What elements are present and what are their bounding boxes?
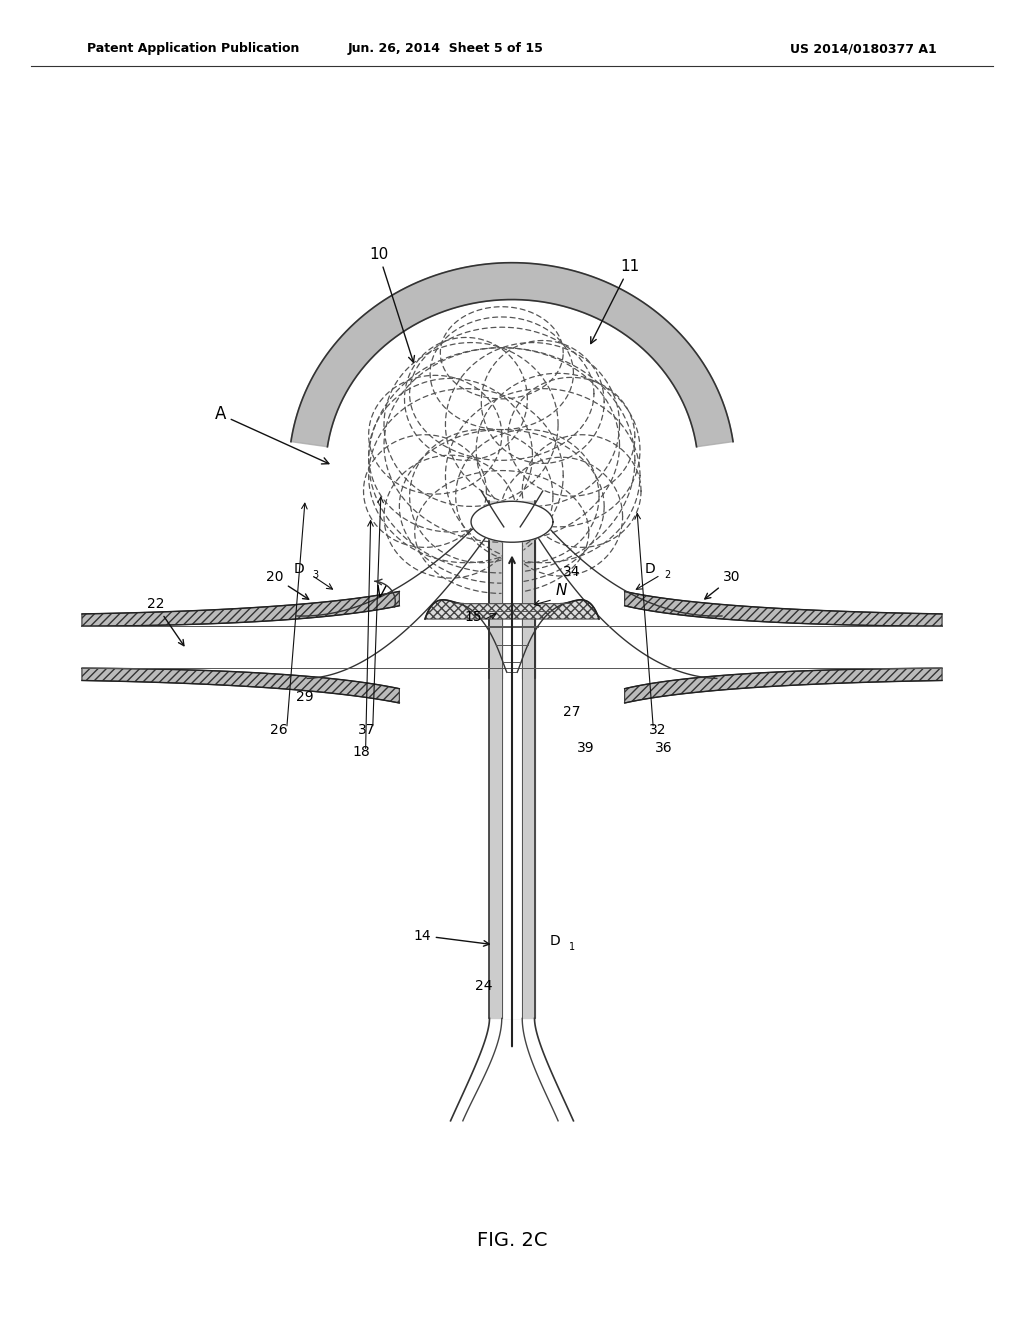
Text: 22: 22 xyxy=(146,597,184,645)
Polygon shape xyxy=(625,606,942,689)
Text: 18: 18 xyxy=(352,746,371,759)
Text: D: D xyxy=(294,562,304,576)
Text: 1: 1 xyxy=(569,941,575,952)
Text: 36: 36 xyxy=(654,741,673,755)
Text: A: A xyxy=(214,405,329,463)
Text: 29: 29 xyxy=(296,690,314,704)
Polygon shape xyxy=(502,543,522,1019)
Text: N: N xyxy=(555,583,567,598)
Text: Patent Application Publication: Patent Application Publication xyxy=(87,42,299,55)
Polygon shape xyxy=(425,599,599,619)
Text: 37: 37 xyxy=(357,723,376,737)
Text: 15: 15 xyxy=(464,610,482,624)
Polygon shape xyxy=(82,668,399,704)
Text: 34: 34 xyxy=(562,565,581,579)
Text: 14: 14 xyxy=(413,928,489,946)
Polygon shape xyxy=(625,668,942,704)
Text: D: D xyxy=(645,562,655,576)
Text: 10: 10 xyxy=(370,247,415,362)
Text: Jun. 26, 2014  Sheet 5 of 15: Jun. 26, 2014 Sheet 5 of 15 xyxy=(347,42,544,55)
Polygon shape xyxy=(291,263,733,446)
Text: 20: 20 xyxy=(265,570,308,599)
Text: D: D xyxy=(550,933,560,948)
Text: 2: 2 xyxy=(665,570,671,579)
Text: 3: 3 xyxy=(312,570,318,579)
Text: 39: 39 xyxy=(577,741,595,755)
Polygon shape xyxy=(82,606,399,689)
Polygon shape xyxy=(489,543,535,1019)
Text: 32: 32 xyxy=(648,723,667,737)
Polygon shape xyxy=(471,502,553,543)
Text: 30: 30 xyxy=(705,570,741,599)
Polygon shape xyxy=(82,591,399,626)
Text: 27: 27 xyxy=(562,705,581,719)
Text: 11: 11 xyxy=(591,259,639,343)
Text: 26: 26 xyxy=(269,723,288,737)
Text: 24: 24 xyxy=(474,978,493,993)
Polygon shape xyxy=(332,304,692,635)
Polygon shape xyxy=(625,591,942,626)
Text: V: V xyxy=(376,585,386,599)
Polygon shape xyxy=(502,502,522,678)
Text: US 2014/0180377 A1: US 2014/0180377 A1 xyxy=(791,42,937,55)
Text: FIG. 2C: FIG. 2C xyxy=(477,1232,547,1250)
Polygon shape xyxy=(489,502,535,678)
